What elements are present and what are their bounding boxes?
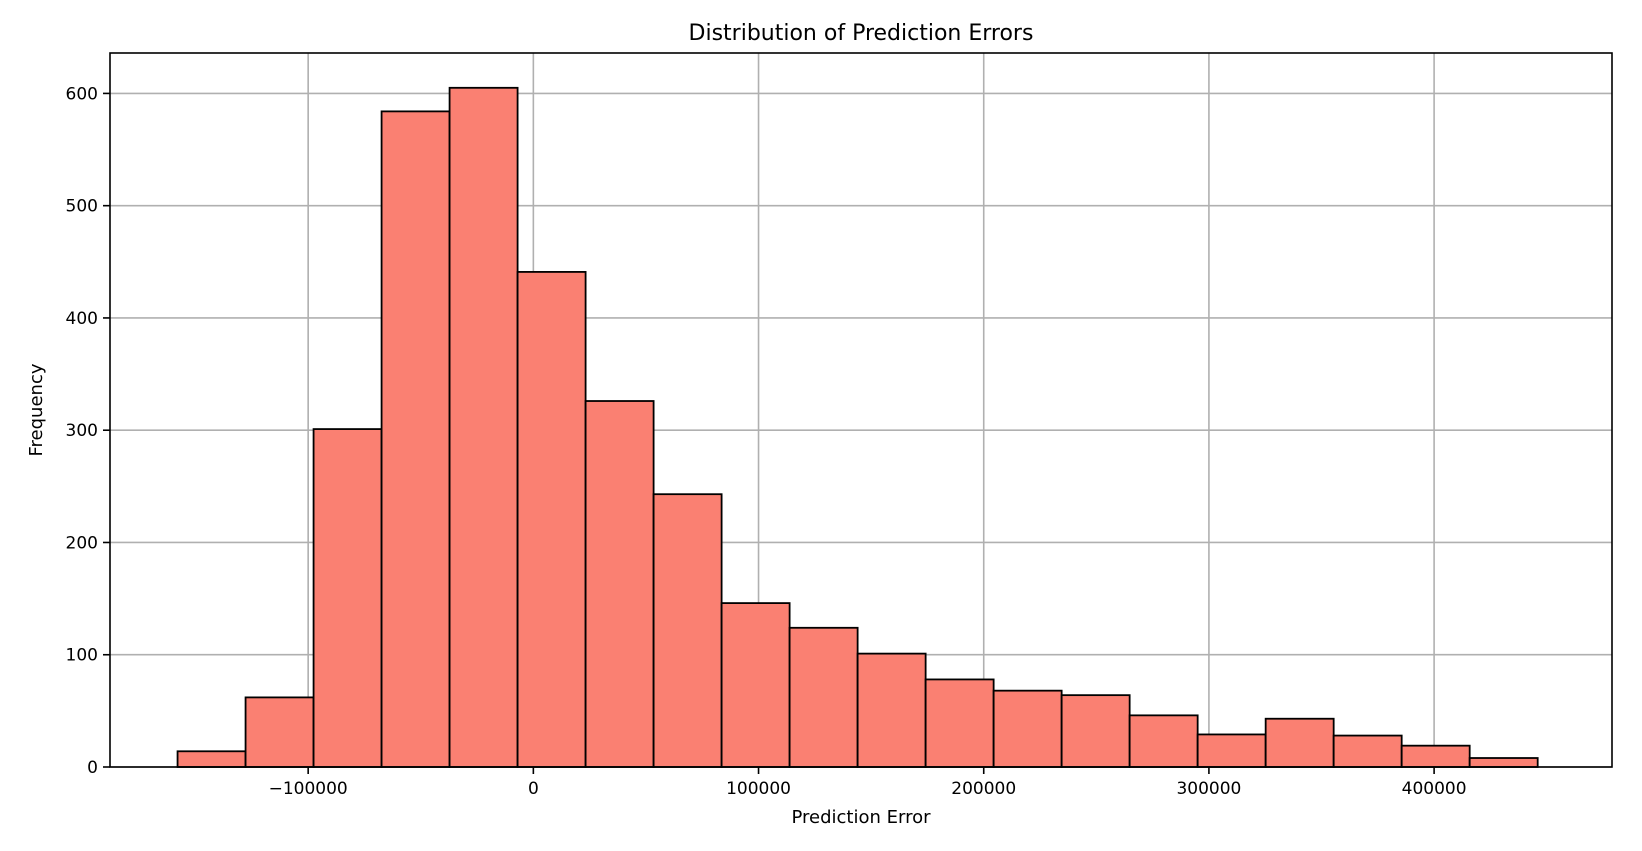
axis-ticks: −100000 0 100000 200000 300000 400000 0 100 200 3… [66,84,1467,799]
y-tick-label: 200 [66,533,98,553]
y-tick-label: 0 [87,758,98,778]
histogram-bar [584,400,655,768]
histogram-bar [1400,744,1471,768]
grid-lines [110,53,1612,768]
histogram-bar [176,750,247,768]
histogram-bar [1468,757,1539,768]
x-tick-label: −100000 [269,779,348,799]
histogram-bar [1332,734,1403,768]
x-tick-label: 200000 [951,779,1016,799]
histogram-bar [788,626,859,768]
histogram-bar [380,110,451,768]
x-axis-title: Prediction Error [791,807,931,828]
histogram-bar [312,428,383,768]
y-tick-label: 500 [66,197,98,217]
histogram-bar [448,86,519,768]
histogram-bar [720,602,791,768]
histogram-bar [652,493,723,768]
histogram-bar [1128,714,1199,768]
histogram-bar [992,689,1063,768]
y-tick-label: 600 [66,84,98,104]
x-tick-label: 300000 [1176,779,1241,799]
x-tick-label: 100000 [726,779,791,799]
y-tick-label: 300 [66,421,98,441]
histogram-bar [1196,733,1267,768]
y-axis-title: Frequency [26,363,47,456]
y-tick-label: 400 [66,309,98,329]
x-tick-label: 0 [528,779,539,799]
histogram-bar [1264,717,1335,768]
histogram-bar [516,271,587,768]
chart-title: Distribution of Prediction Errors [689,21,1034,46]
plot-frame [109,52,1613,768]
x-tick-label: 400000 [1402,779,1467,799]
histogram-bar [924,678,995,768]
y-tick-label: 100 [66,646,98,666]
histogram-bar [856,652,927,768]
histogram-bars [176,86,1539,768]
histogram-bar [244,696,315,768]
histogram-bar [1060,694,1131,768]
